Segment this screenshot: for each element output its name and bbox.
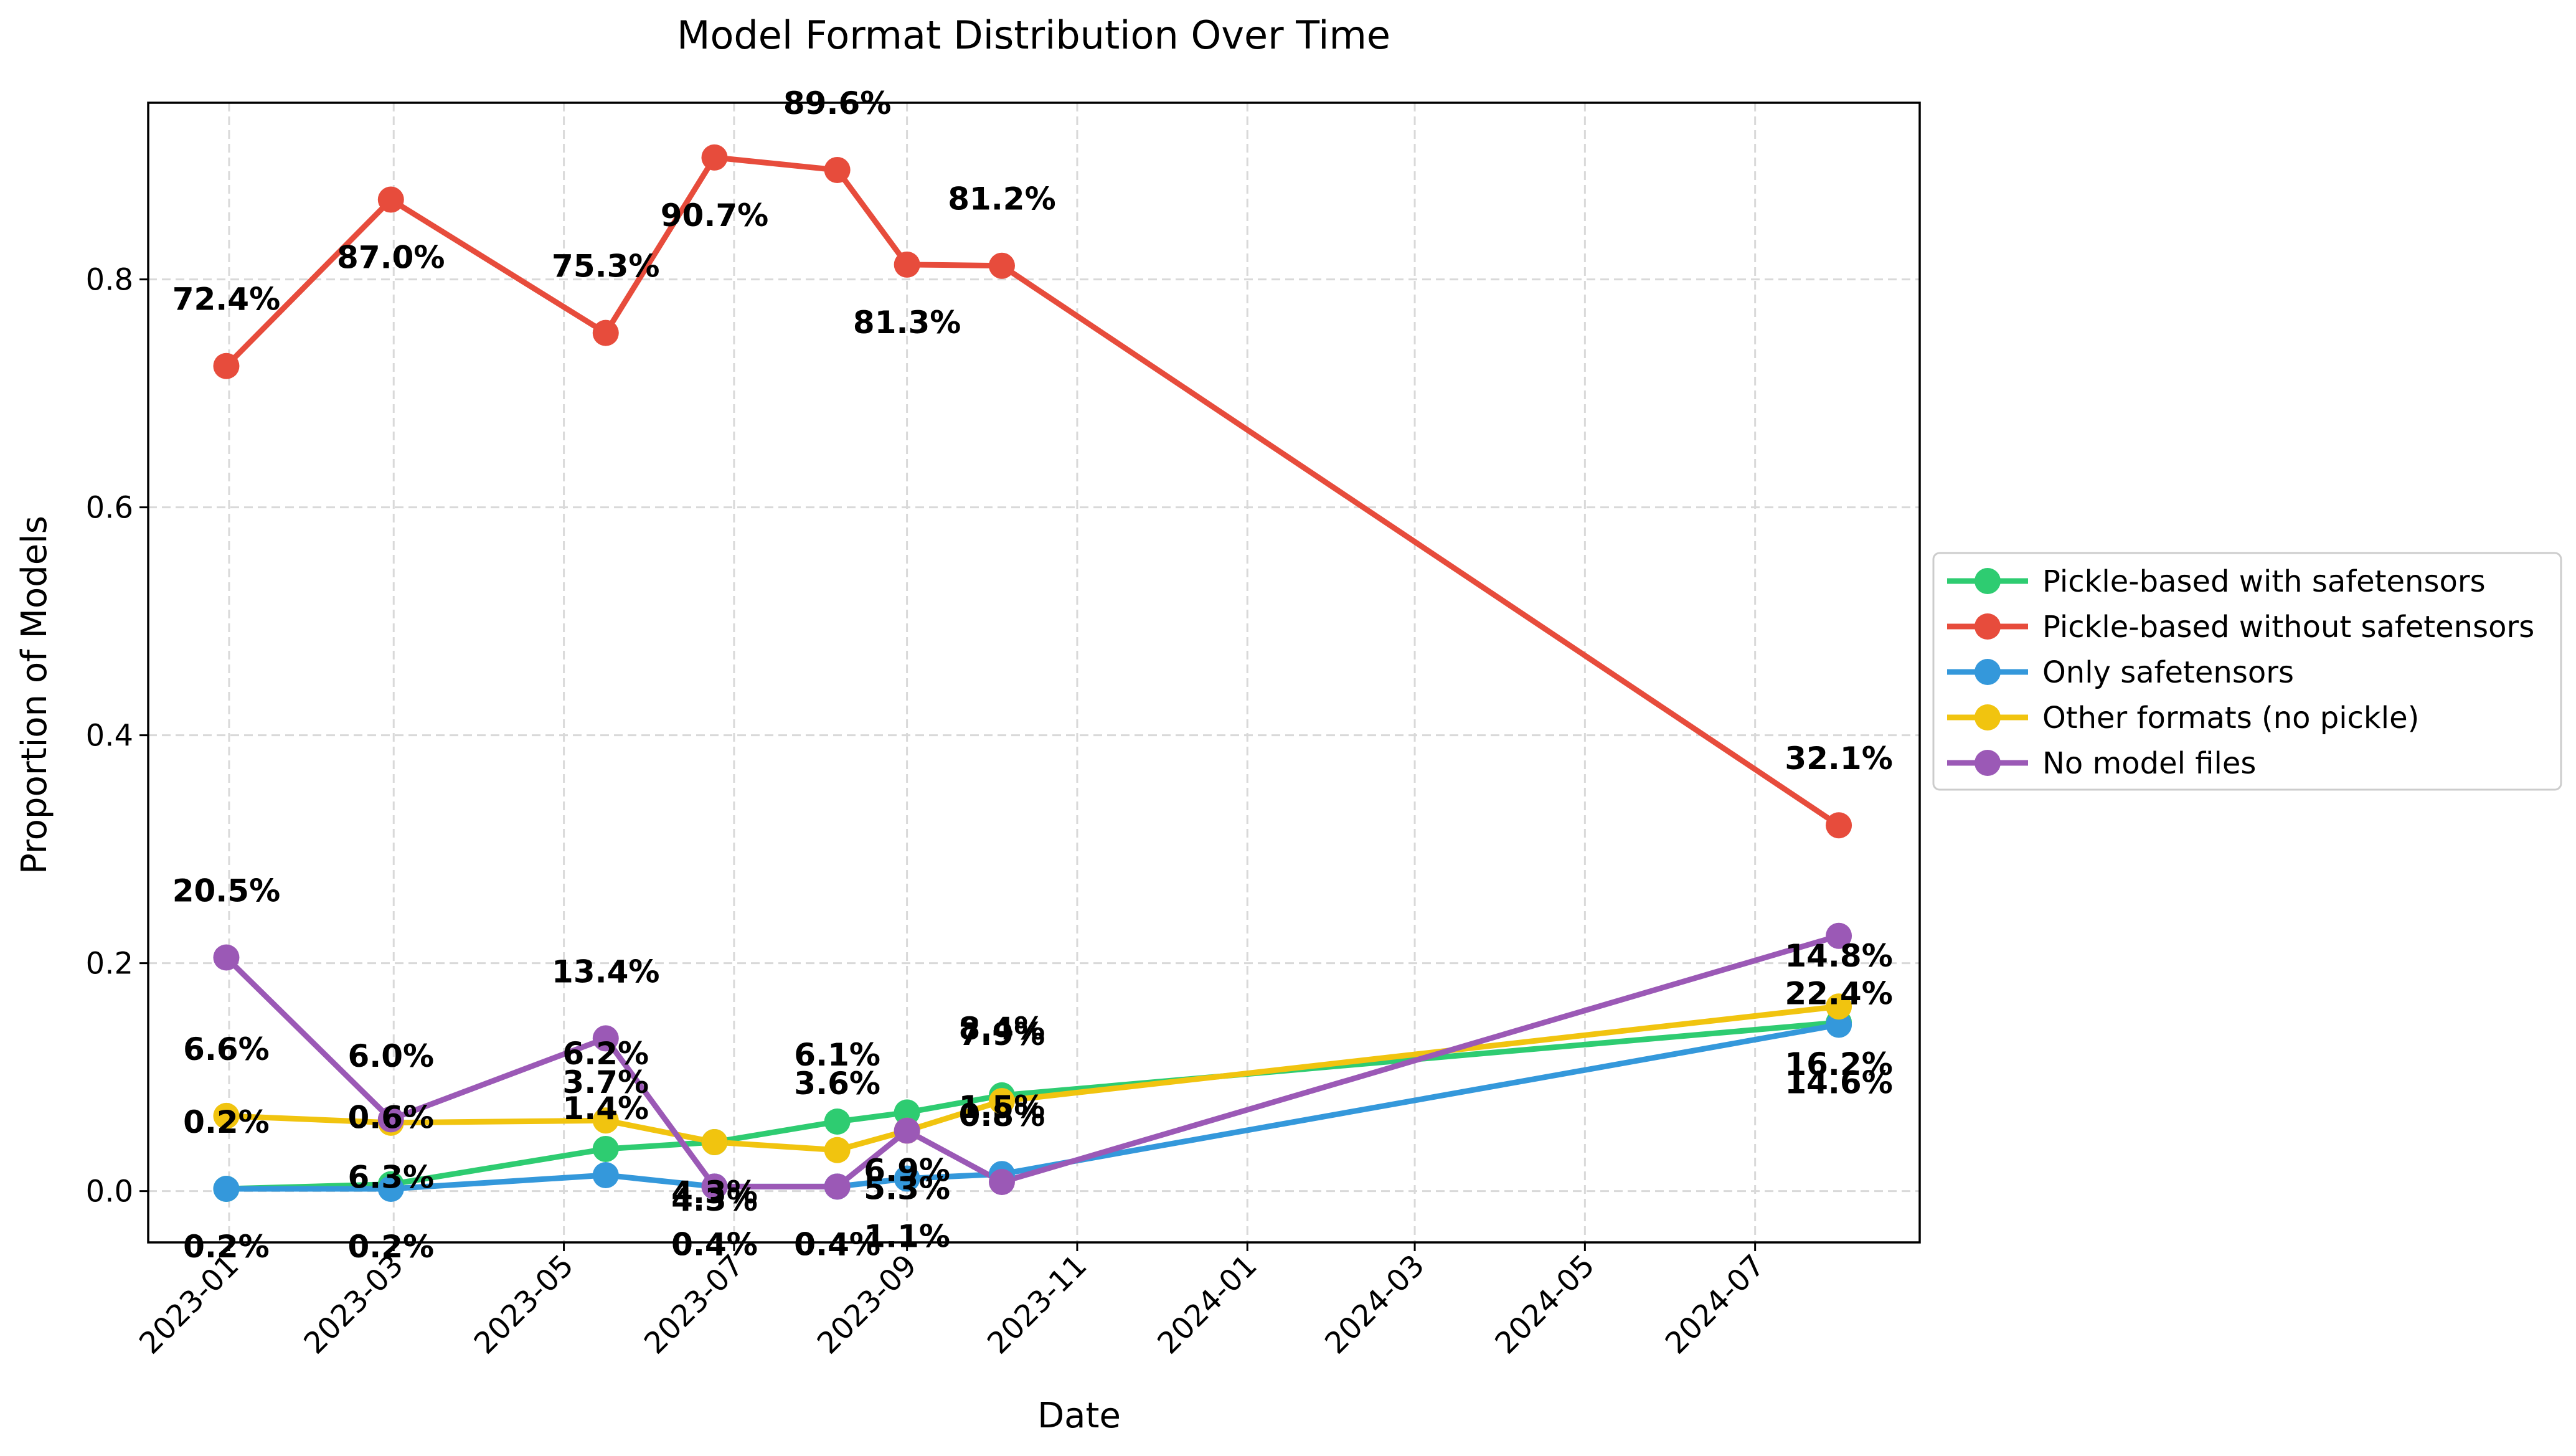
legend-entry-label: Other formats (no pickle) [2042,701,2419,735]
data-label: 81.3% [853,305,961,341]
y-tick-label: 0.6 [86,491,133,526]
legend-entry-label: No model files [2042,746,2256,781]
data-label: 16.2% [1785,1046,1892,1082]
chart-title: Model Format Distribution Over Time [677,12,1390,58]
data-point [894,251,920,278]
data-point [213,944,240,971]
series-line [224,154,1841,828]
series-lines [224,154,1841,1192]
legend-swatch-marker [1974,704,2001,730]
data-point [213,1175,240,1202]
plot-frame [147,102,1921,1244]
legend-entry-label: Pickle-based without safetensors [2042,610,2534,645]
legend-swatch-marker [1974,568,2001,594]
data-label: 5.3% [864,1171,950,1207]
data-point [1826,922,1852,949]
legend-entry-label: Only safetensors [2042,655,2294,690]
data-label: 1.5% [959,1089,1045,1125]
data-label: 22.4% [1785,976,1892,1012]
x-axis-label: Date [1037,1396,1121,1436]
data-point [377,186,404,213]
y-tick-label: 0.2 [86,947,133,981]
data-label: 6.3% [347,1159,434,1195]
data-label: 32.1% [1785,740,1892,777]
data-point [592,1135,619,1162]
legend-swatch-marker [1974,613,2001,640]
legend-entry-label: Pickle-based with safetensors [2042,564,2486,599]
data-point [592,1162,619,1189]
data-label: 3.7% [562,1064,649,1100]
legend-box [1932,552,2562,791]
data-point [894,1117,920,1144]
data-label: 72.4% [172,281,280,318]
data-label: 0.2% [347,1229,434,1265]
data-label: 13.4% [552,953,659,990]
data-label: 7.9% [959,1016,1045,1052]
data-label: 0.6% [347,1100,434,1136]
data-label: 0.8% [959,1097,1045,1133]
data-label: 20.5% [172,873,280,909]
data-point [377,1106,404,1133]
data-point [824,156,851,183]
data-label: 87.0% [337,240,445,276]
data-point [894,1165,920,1192]
data-point [824,1173,851,1200]
data-label: 14.8% [1785,938,1892,974]
data-point [213,352,240,379]
y-axis-label: Proportion of Models [14,516,55,874]
data-label: 3.6% [794,1066,880,1102]
data-label: 6.9% [864,1152,950,1188]
y-tick-label: 0.0 [86,1175,133,1209]
data-label: 6.2% [562,1036,649,1072]
data-label: 0.2% [183,1104,270,1140]
data-label: 14.6% [1785,1064,1892,1100]
series-line [226,1019,1839,1192]
data-point [377,1175,404,1202]
data-label: 6.6% [183,1031,270,1067]
data-label: 0.4% [671,1226,758,1262]
data-label: 0.4% [794,1226,880,1262]
legend: Pickle-based with safetensors Pickle-base… [1932,552,2562,791]
data-point [824,1137,851,1163]
data-label: 0.4% [794,1226,880,1262]
data-point [1826,1011,1852,1038]
series-points [213,144,1852,1202]
data-point [894,1099,920,1126]
data-point [824,1109,851,1135]
data-label: 81.2% [948,181,1055,217]
data-point [988,1169,1015,1196]
data-label: 5.3% [864,1171,950,1207]
data-label: 4.3% [671,1182,758,1218]
legend-swatch-marker [1974,659,2001,685]
data-label: 0.2% [183,1229,270,1265]
y-tick-label: 0.8 [86,263,133,298]
data-label: 6.1% [794,1037,880,1073]
data-point [988,1088,1015,1115]
data-point [592,1025,619,1052]
data-label: 4.3% [671,1175,758,1211]
data-label: 6.0% [347,1038,434,1074]
series-line [226,1003,1839,1153]
data-point [1826,993,1852,1020]
data-label: 0.4% [671,1226,758,1262]
data-point [592,1107,619,1134]
data-label: 1.4% [562,1090,649,1127]
data-label: 8.4% [959,1011,1045,1047]
data-point [988,252,1015,279]
grid-layer [148,103,1920,1242]
series-line [224,933,1840,1189]
data-point [701,144,728,171]
data-label: 75.3% [552,248,659,285]
data-label: 90.7% [661,197,768,234]
data-point [592,319,619,346]
y-tick-label: 0.4 [86,719,133,754]
data-point [701,1128,728,1155]
legend-swatch-marker [1974,750,2001,776]
data-point [1826,812,1852,839]
data-point [213,1102,240,1129]
data-point [701,1173,728,1200]
